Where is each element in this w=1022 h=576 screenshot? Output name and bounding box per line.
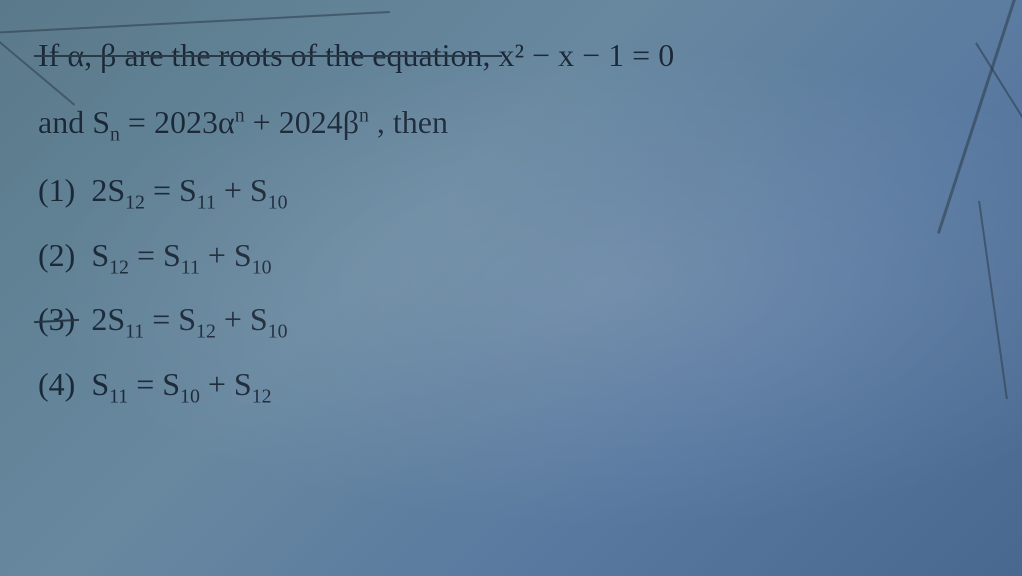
- option-eq: = S: [153, 172, 197, 208]
- option-plus: + S: [224, 301, 268, 337]
- option-eq: = S: [136, 366, 180, 402]
- option-plus: + S: [208, 366, 252, 402]
- option-eq: = S: [152, 301, 196, 337]
- option-r1-sub: 10: [180, 385, 200, 407]
- option-3: (3) 2S11 = S12 + S10: [38, 301, 984, 343]
- sequence-exp-1: n: [235, 105, 245, 127]
- screen-crack: [0, 11, 390, 35]
- question-equation: x² − x − 1 = 0: [498, 37, 674, 73]
- option-lhs: S: [91, 366, 109, 402]
- option-lhs-sub: 11: [125, 321, 144, 343]
- question-line-1: If α, β are the roots of the equation, x…: [38, 34, 984, 77]
- option-plus: + S: [224, 172, 268, 208]
- option-lhs-sub: 12: [125, 192, 145, 214]
- option-r1-sub: 12: [196, 321, 216, 343]
- option-r2-sub: 12: [252, 385, 272, 407]
- option-number: (1): [38, 172, 75, 208]
- option-r2-sub: 10: [252, 256, 272, 278]
- option-eq: = S: [137, 237, 181, 273]
- option-lhs: 2S: [91, 301, 125, 337]
- question-line-2: and Sn = 2023αn + 2024βn , then: [38, 101, 984, 148]
- sequence-symbol: S: [92, 104, 110, 140]
- option-number: (3): [38, 301, 75, 337]
- option-plus: + S: [208, 237, 252, 273]
- option-r1-sub: 11: [181, 256, 200, 278]
- sequence-exp-2: n: [359, 105, 369, 127]
- option-4: (4) S11 = S10 + S12: [38, 366, 984, 408]
- option-2: (2) S12 = S11 + S10: [38, 237, 984, 279]
- sequence-subscript: n: [110, 124, 120, 146]
- option-r2-sub: 10: [268, 192, 288, 214]
- option-r2-sub: 10: [268, 321, 288, 343]
- option-lhs-sub: 11: [109, 385, 128, 407]
- option-number: (4): [38, 366, 75, 402]
- options-list: (1) 2S12 = S11 + S10 (2) S12 = S11 + S10…: [38, 172, 984, 408]
- question-intro-text: If α, β are the roots of the equation,: [38, 37, 498, 73]
- option-lhs: 2S: [91, 172, 125, 208]
- sequence-def-post: , then: [377, 104, 448, 140]
- question-and-text: and: [38, 104, 92, 140]
- sequence-def-part2: + 2024β: [253, 104, 359, 140]
- sequence-def-part1: = 2023α: [128, 104, 235, 140]
- option-lhs: S: [91, 237, 109, 273]
- option-lhs-sub: 12: [109, 256, 129, 278]
- option-r1-sub: 11: [197, 192, 216, 214]
- option-1: (1) 2S12 = S11 + S10: [38, 172, 984, 214]
- option-number: (2): [38, 237, 75, 273]
